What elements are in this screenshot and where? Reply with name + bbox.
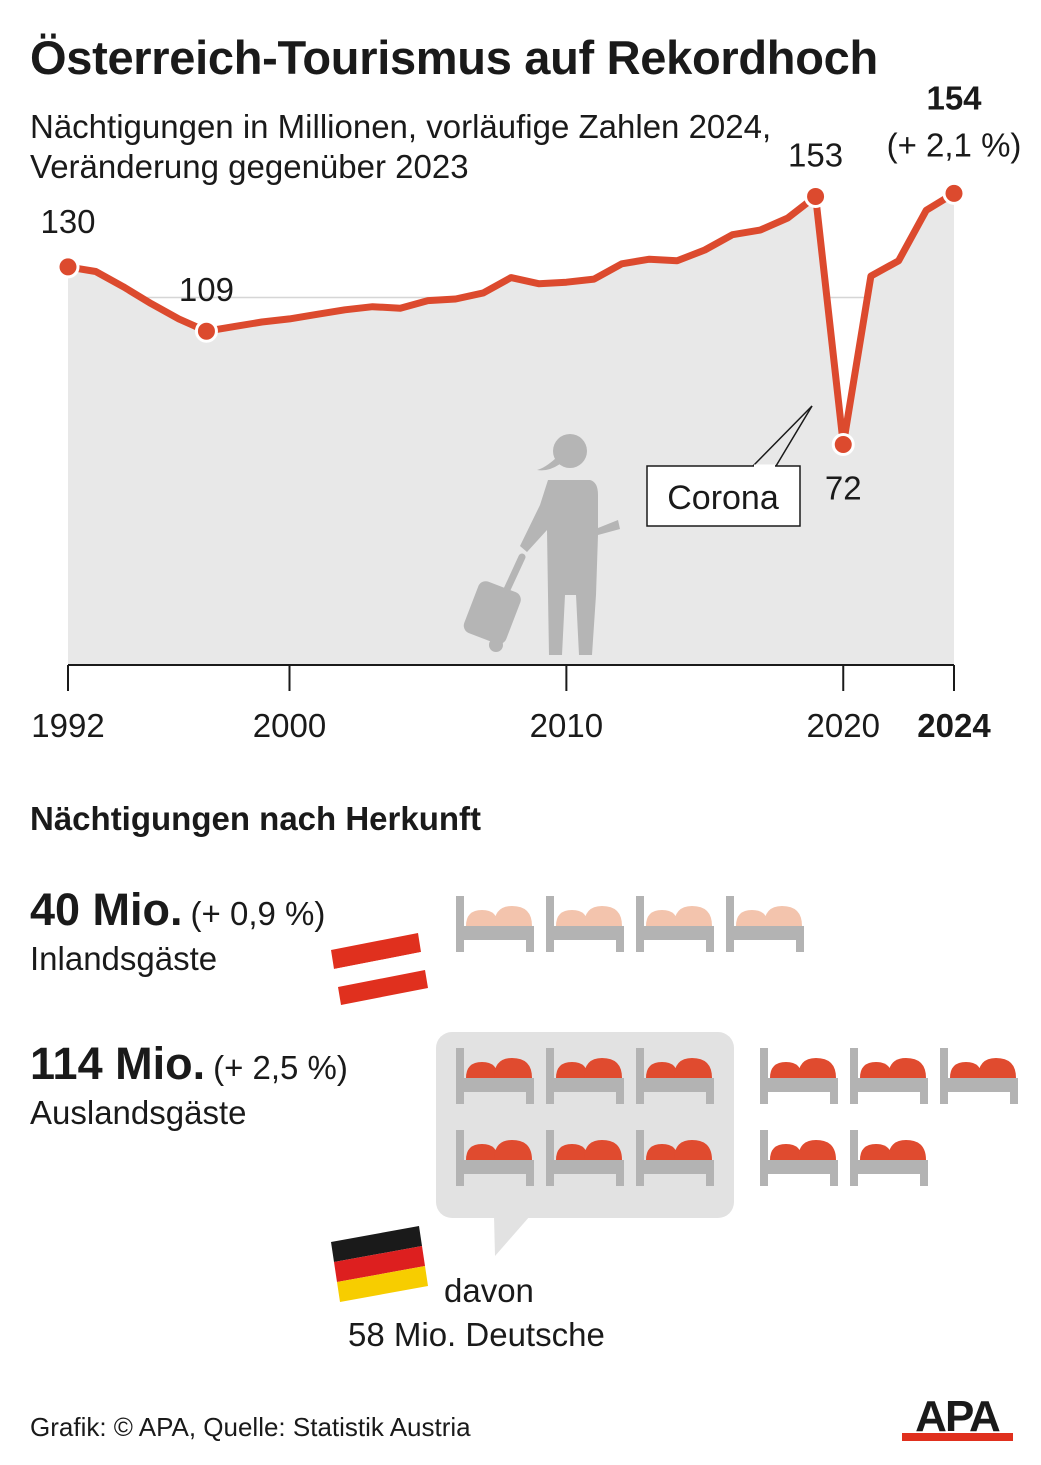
x-tick-label: 2020 — [807, 707, 880, 744]
bed-icon — [546, 1048, 624, 1104]
bed-icon — [850, 1048, 928, 1104]
domestic-stat: 40 Mio. (+ 0,9 %) — [30, 884, 325, 936]
area-fill — [68, 193, 954, 665]
austria-flag-icon — [331, 933, 428, 1005]
data-label: 154 — [926, 79, 982, 116]
foreign-stat: 114 Mio. (+ 2,5 %) — [30, 1038, 348, 1090]
page-title: Österreich-Tourismus auf Rekordhoch — [30, 31, 878, 84]
data-points — [56, 181, 966, 456]
foreign-label: Auslandsgäste — [30, 1094, 247, 1131]
foreign-change: (+ 2,5 %) — [213, 1049, 348, 1086]
bed-icon — [456, 1048, 534, 1104]
data-labels: 130 109 153 72 154 (+ 2,1 %) — [40, 79, 1021, 506]
data-point — [804, 184, 828, 208]
data-point — [831, 433, 855, 456]
foreign-value: 114 Mio. — [30, 1038, 206, 1089]
bed-icon — [636, 896, 714, 952]
germany-flag-icon — [331, 1226, 428, 1302]
bed-icon — [456, 896, 534, 952]
section-title: Nächtigungen nach Herkunft — [30, 800, 482, 837]
source-note: Grafik: © APA, Quelle: Statistik Austria — [30, 1412, 471, 1442]
domestic-change: (+ 0,9 %) — [190, 895, 326, 932]
bed-icon — [726, 896, 804, 952]
bed-icon — [456, 1130, 534, 1186]
bed-icon — [636, 1048, 714, 1104]
data-point — [942, 181, 966, 205]
domestic-label: Inlandsgäste — [30, 940, 218, 977]
x-tick-label: 2024 — [917, 707, 991, 744]
data-label-change: (+ 2,1 %) — [887, 126, 1022, 163]
suitcase-icon — [463, 553, 526, 652]
data-label: 72 — [825, 470, 862, 507]
germany-highlight-box — [436, 1032, 734, 1218]
data-label: 153 — [788, 136, 843, 173]
germany-label-line-1: davon — [444, 1272, 534, 1309]
data-point — [56, 255, 80, 279]
domestic-value: 40 Mio. — [30, 884, 183, 935]
subtitle-line-2: Veränderung gegenüber 2023 — [30, 148, 469, 185]
bed-icon — [546, 896, 624, 952]
data-point — [194, 319, 218, 343]
bed-icon — [760, 1130, 838, 1186]
x-tick-labels: 1992 2000 2010 2020 2024 — [31, 707, 991, 744]
data-label: 109 — [179, 271, 234, 308]
x-axis — [67, 664, 955, 691]
bed-icon — [850, 1130, 928, 1186]
corona-annotation: Corona — [667, 479, 779, 517]
bed-icon — [940, 1048, 1018, 1104]
data-label: 130 — [40, 203, 95, 240]
x-tick-label: 1992 — [31, 707, 104, 744]
traveler-icon — [463, 434, 620, 655]
x-tick-label: 2010 — [530, 707, 603, 744]
germany-label-line-2: 58 Mio. Deutsche — [348, 1316, 605, 1353]
bed-icon — [760, 1048, 838, 1104]
line-chart: 1992 2000 2010 2020 2024 130 109 153 72 154 (+ 2,… — [31, 79, 1021, 744]
bed-icon — [636, 1130, 714, 1186]
subtitle-line-1: Nächtigungen in Millionen, vorläufige Za… — [30, 108, 772, 145]
x-tick-label: 2000 — [253, 707, 326, 744]
bed-icon — [546, 1130, 624, 1186]
apa-logo: APA — [902, 1395, 1013, 1441]
corona-callout: Corona — [646, 405, 813, 527]
